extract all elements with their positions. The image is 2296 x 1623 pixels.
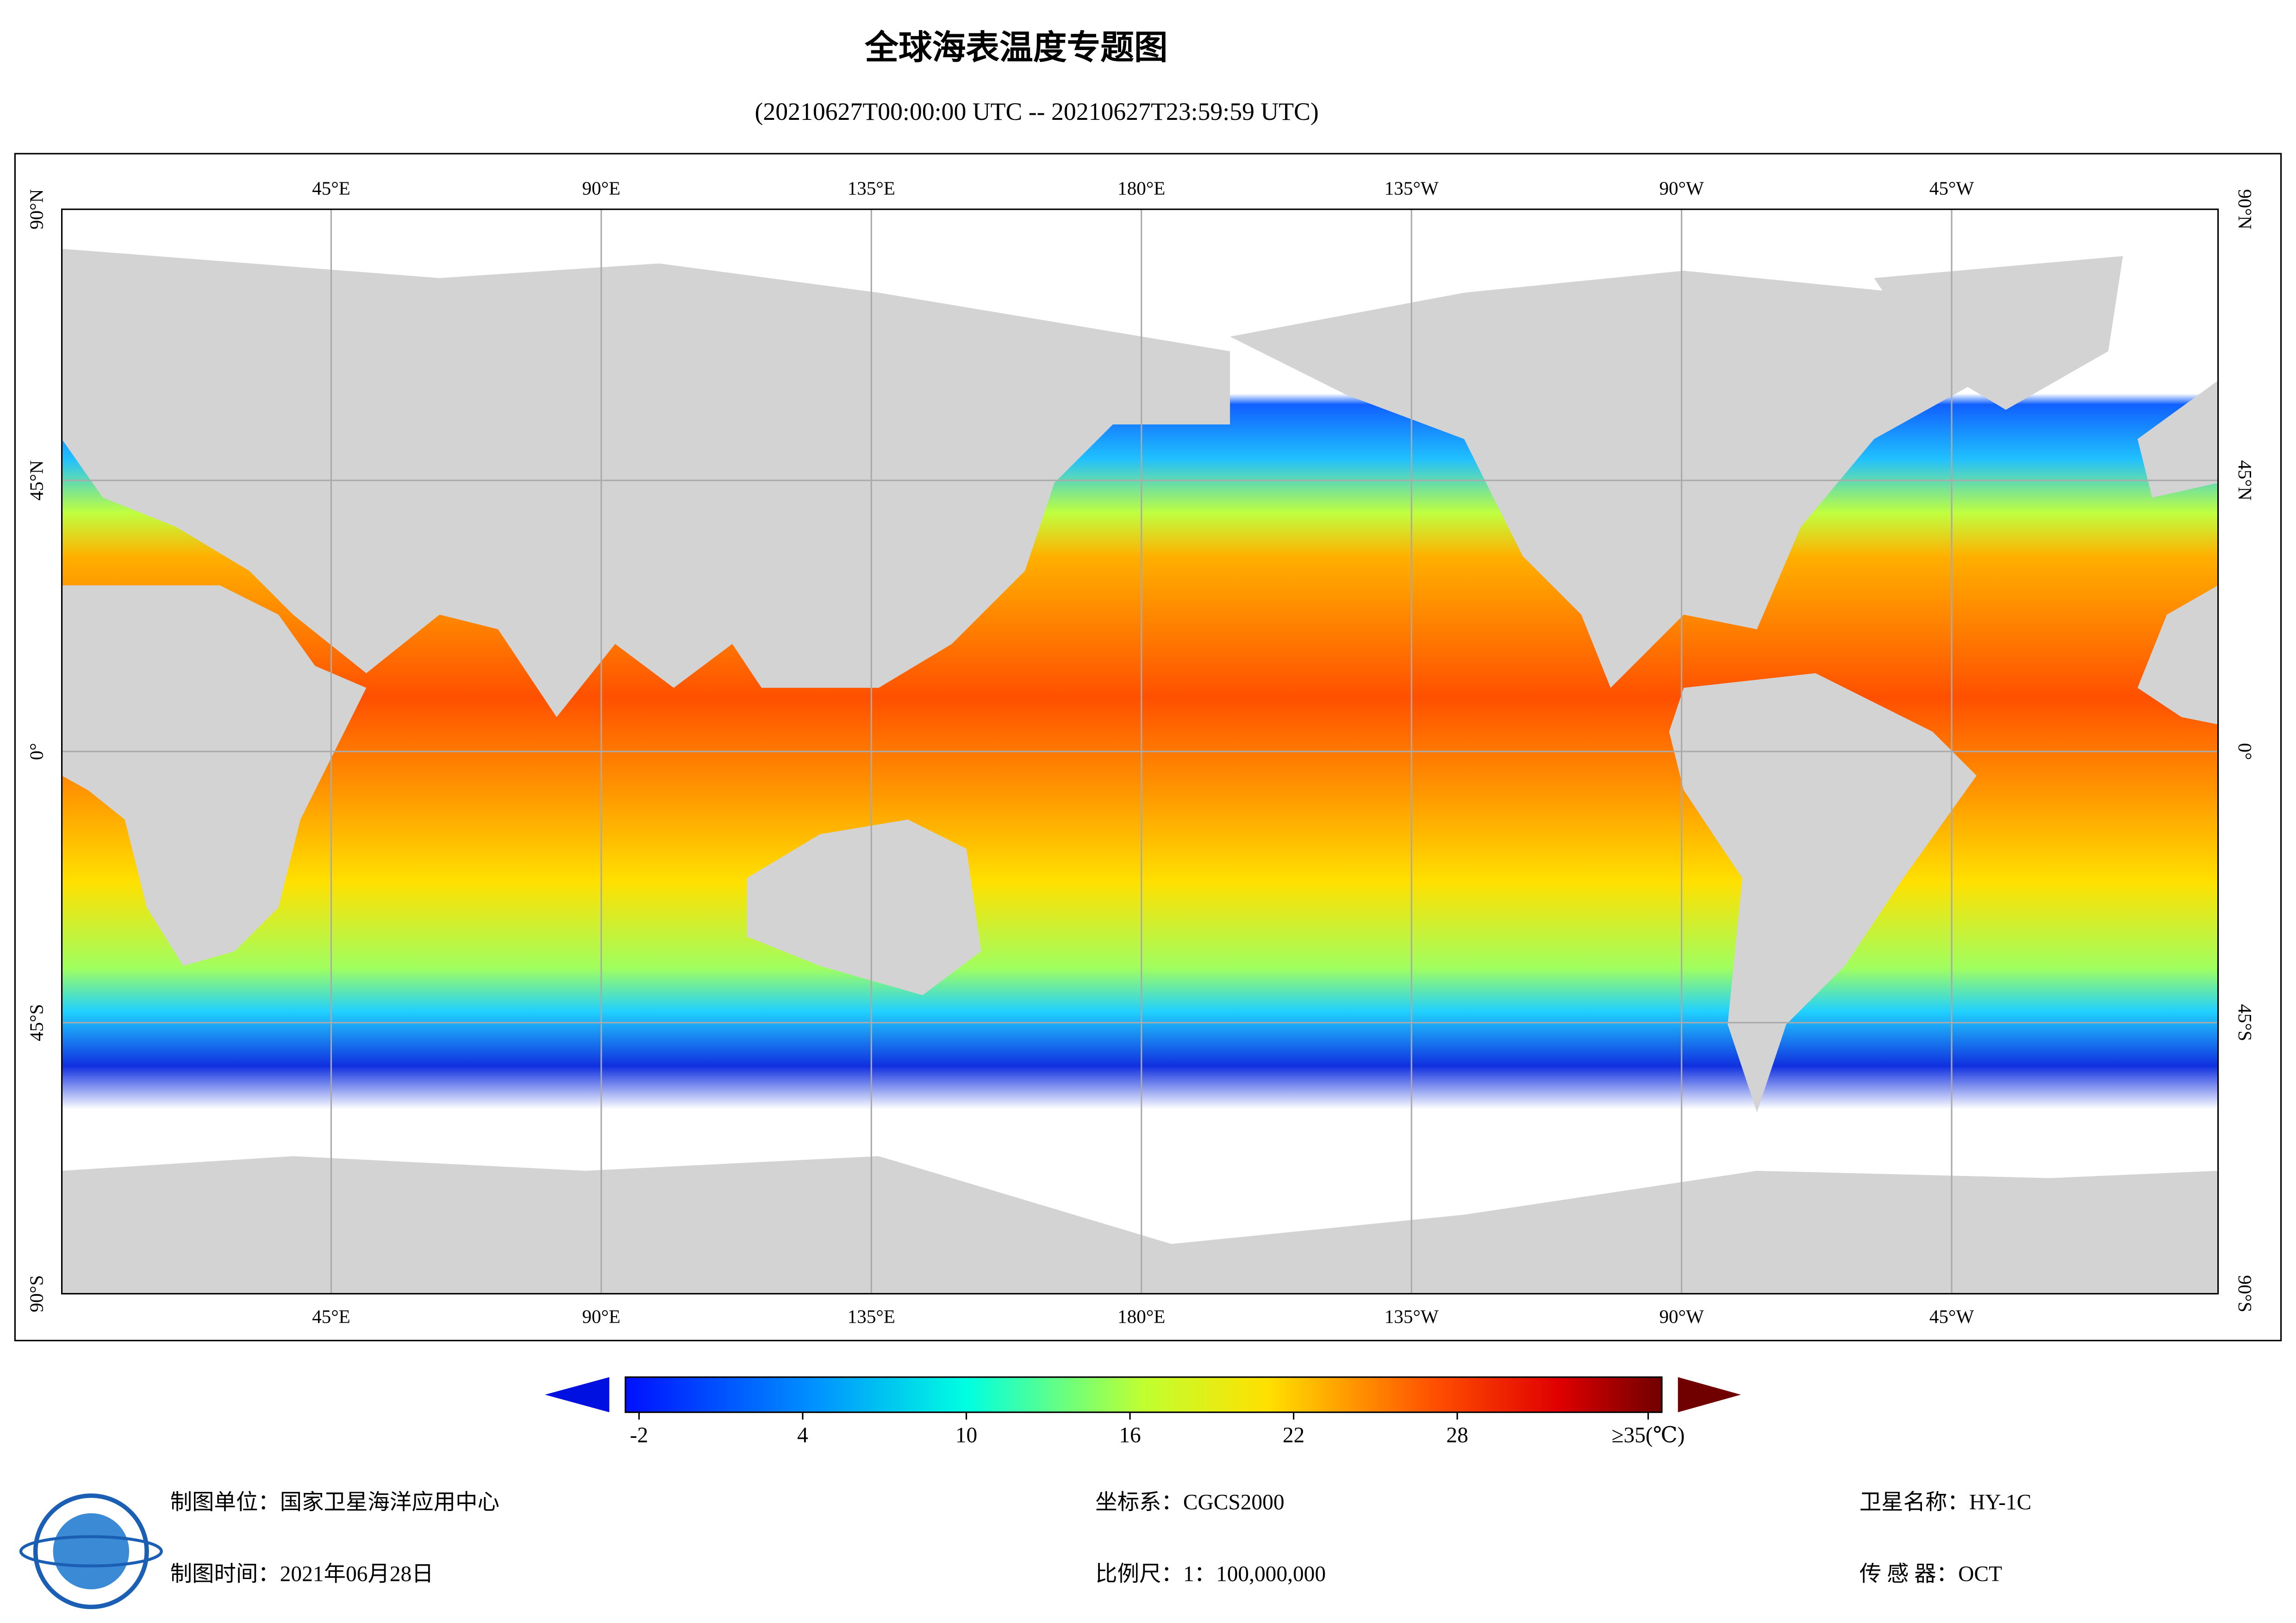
map-border [61,208,2219,1295]
lon-label: 135°E [848,178,895,199]
colorbar-tick-label: 4 [797,1423,808,1447]
lat-label: 90°N [2234,189,2256,230]
lon-label: 90°W [1659,1306,1704,1327]
land [62,249,2218,1294]
lat-label: 90°S [25,1275,47,1312]
lon-label: 135°W [1385,178,1439,199]
lon-label: 90°W [1659,178,1704,199]
map-frame [14,153,2282,1342]
sensor: 传 感 器：OCT [1859,1562,2002,1586]
lon-label: 45°W [1929,178,1974,199]
colorbar-over [1678,1377,1741,1412]
crs: 坐标系：CGCS2000 [1095,1491,1284,1515]
lon-label: 45°W [1929,1306,1974,1327]
lon-label: 180°E [1117,1306,1165,1327]
lat-label: 90°N [25,189,47,230]
satellite: 卫星名称：HY-1C [1859,1491,2031,1515]
colorbar [624,1376,1663,1413]
lon-label: 135°W [1385,1306,1439,1327]
lat-label: 45°S [25,1004,47,1041]
producer: 制图单位：国家卫星海洋应用中心 [170,1491,499,1515]
graticule: 45°E 45°E 90°E 90°E 135°E 135°E 180°E 180°E 135°… [25,178,2256,1327]
lon-label: 45°E [312,178,350,199]
lat-label: 45°N [2234,460,2256,500]
lat-label: 0° [2234,743,2256,760]
lon-label: 90°E [582,178,621,199]
colorbar-tick-label: 22 [1283,1423,1304,1447]
colorbar-ticks: -2 4 10 16 22 28 ≥35(℃) [630,1412,1685,1447]
lon-label: 45°E [312,1306,350,1327]
colorbar-under [545,1377,610,1412]
scale: 比例尺：1：100,000,000 [1095,1562,1326,1586]
logo [19,1493,163,1609]
lat-label: 45°S [2234,1004,2256,1041]
lat-label: 45°N [25,460,47,500]
time-range: (20210627T00:00:00 UTC -- 20210627T23:59… [755,98,1319,125]
lat-label: 90°S [2234,1275,2256,1312]
colorbar-tick-label: 16 [1119,1423,1141,1447]
colorbar-tick-label: -2 [630,1423,649,1447]
lon-label: 180°E [1117,178,1165,199]
lat-label: 0° [25,743,47,760]
lon-label: 90°E [582,1306,621,1327]
date: 制图时间：2021年06月28日 [170,1562,434,1586]
colorbar-tick-label: ≥35(℃) [1611,1423,1685,1447]
lon-label: 135°E [848,1306,895,1327]
colorbar-tick-label: 28 [1446,1423,1468,1447]
colorbar-tick-label: 10 [955,1423,977,1447]
title: 全球海表温度专题图 [864,28,1167,68]
